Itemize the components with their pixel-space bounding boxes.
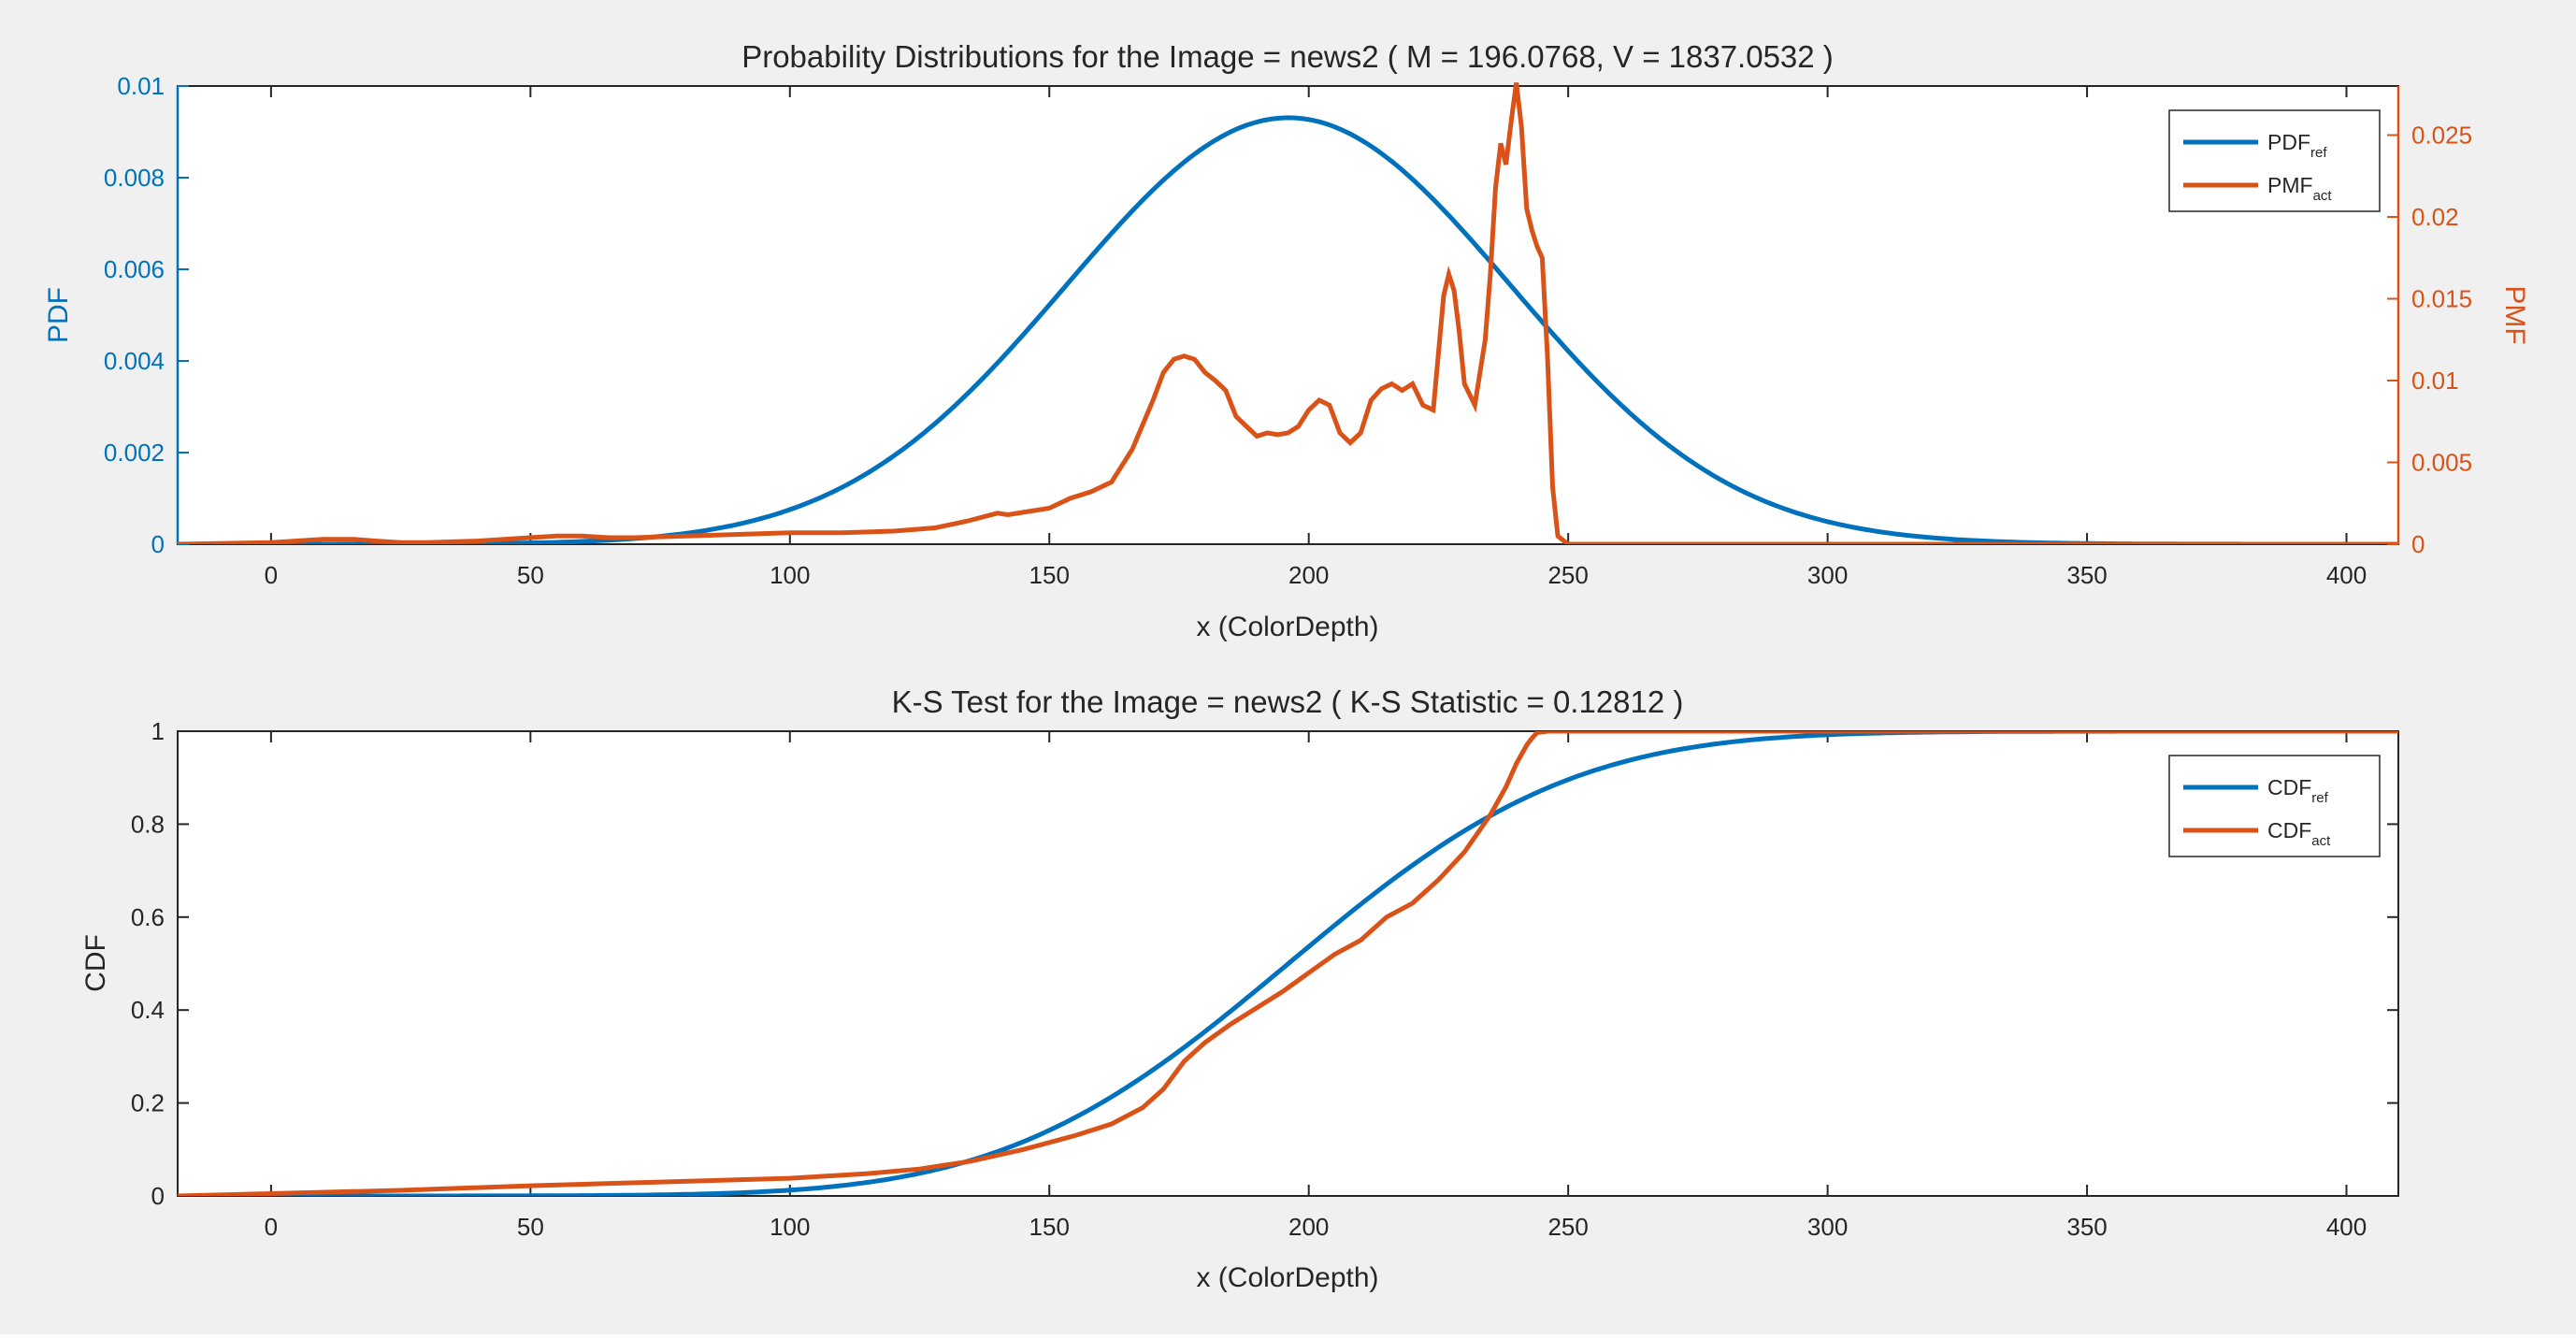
bottom-legend-label-cdf-act: CDFact — [2267, 818, 2331, 849]
y-tick-label: 0 — [151, 1182, 165, 1210]
bottom-legend-label-cdf-ref: CDFref — [2267, 775, 2329, 806]
x-tick-label: 100 — [770, 561, 810, 589]
x-tick-label: 100 — [770, 1213, 810, 1241]
y-right-tick-label: 0.02 — [2411, 203, 2459, 231]
x-tick-label: 150 — [1029, 1213, 1070, 1241]
y-tick-label: 0.01 — [117, 72, 165, 100]
x-tick-label: 50 — [517, 561, 544, 589]
x-tick-label: 0 — [265, 561, 278, 589]
top-x-axis-label: x (ColorDepth) — [1196, 612, 1378, 642]
bottom-chart-title: K-S Test for the Image = news2 ( K-S Sta… — [892, 684, 1684, 719]
x-tick-label: 0 — [265, 1213, 278, 1241]
y-tick-label: 0.2 — [131, 1089, 165, 1117]
y-tick-label: 0.008 — [104, 164, 165, 192]
top-legend-label-pmf-act: PMFact — [2267, 173, 2332, 204]
top-legend: PDFref PMFact — [2168, 109, 2381, 212]
x-tick-label: 50 — [517, 1213, 544, 1241]
chart-ks-test: K-S Test for the Image = news2 ( K-S Sta… — [80, 684, 2399, 1293]
top-axes-box — [177, 85, 2399, 545]
x-tick-label: 300 — [1807, 561, 1848, 589]
y-right-tick-label: 0 — [2411, 530, 2425, 558]
x-tick-label: 200 — [1288, 1213, 1329, 1241]
y-tick-label: 1 — [151, 717, 165, 745]
x-tick-label: 200 — [1288, 561, 1329, 589]
x-tick-label: 400 — [2326, 561, 2367, 589]
top-chart-title: Probability Distributions for the Image … — [741, 39, 1834, 74]
bottom-y-axis-label: CDF — [80, 934, 111, 992]
x-tick-label: 250 — [1547, 1213, 1588, 1241]
x-tick-label: 350 — [2066, 561, 2107, 589]
bottom-legend-box — [2168, 755, 2381, 857]
bottom-x-axis-label: x (ColorDepth) — [1196, 1262, 1378, 1293]
x-tick-label: 250 — [1547, 561, 1588, 589]
top-legend-box — [2168, 109, 2381, 212]
top-y-axis-label-left: PDF — [43, 287, 74, 343]
y-tick-label: 0.8 — [131, 810, 165, 838]
top-y-ticks-right: 0 0.005 0.01 0.015 0.02 0.025 — [2387, 86, 2472, 558]
bottom-legend: CDFref CDFact — [2168, 755, 2381, 857]
series-pmf-act-line — [178, 82, 2398, 544]
series-cdf-act-line — [178, 731, 2398, 1196]
y-right-tick-label: 0.005 — [2411, 449, 2472, 477]
top-x-ticks: 0 50 100 150 200 250 300 350 400 — [265, 86, 2367, 589]
bottom-y-ticks: 0 0.2 0.4 0.6 0.8 1 — [131, 717, 2398, 1210]
top-legend-label-pdf-ref: PDFref — [2267, 130, 2327, 161]
x-tick-label: 300 — [1807, 1213, 1848, 1241]
bottom-x-ticks: 0 50 100 150 200 250 300 350 400 — [265, 731, 2367, 1241]
y-tick-label: 0.004 — [104, 347, 165, 375]
y-tick-label: 0.4 — [131, 996, 165, 1024]
top-y-axis-label-right: PMF — [2499, 285, 2530, 344]
y-right-tick-label: 0.025 — [2411, 122, 2472, 150]
y-tick-label: 0 — [151, 530, 165, 558]
x-tick-label: 350 — [2066, 1213, 2107, 1241]
top-y-ticks-left: 0 0.002 0.004 0.006 0.008 0.01 — [104, 72, 189, 558]
y-tick-label: 0.6 — [131, 903, 165, 931]
y-tick-label: 0.002 — [104, 439, 165, 467]
y-right-tick-label: 0.015 — [2411, 285, 2472, 313]
y-tick-label: 0.006 — [104, 255, 165, 283]
x-tick-label: 150 — [1029, 561, 1070, 589]
x-tick-label: 400 — [2326, 1213, 2367, 1241]
y-right-tick-label: 0.01 — [2411, 367, 2459, 395]
